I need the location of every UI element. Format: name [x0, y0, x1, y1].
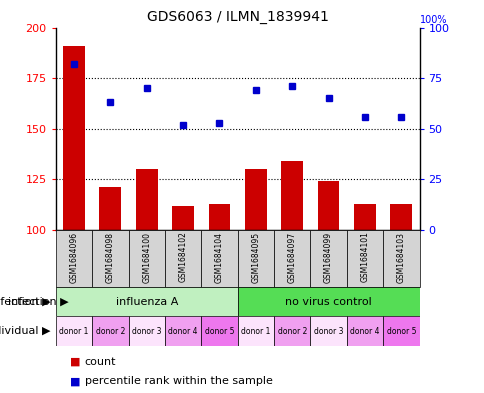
Text: ■: ■	[70, 376, 80, 386]
Bar	[273, 316, 310, 346]
Bar	[165, 230, 201, 287]
Text: donor 3: donor 3	[132, 327, 161, 336]
Text: donor 5: donor 5	[204, 327, 234, 336]
Bar	[56, 316, 92, 346]
Bar	[346, 316, 382, 346]
Bar	[237, 230, 273, 287]
Bar	[92, 316, 128, 346]
Text: donor 3: donor 3	[313, 327, 343, 336]
Text: GSM1684099: GSM1684099	[323, 231, 333, 283]
Text: ■: ■	[70, 356, 80, 367]
Bar	[208, 204, 230, 230]
Bar	[310, 316, 346, 346]
Bar	[310, 230, 346, 287]
Bar	[382, 316, 419, 346]
Text: GSM1684095: GSM1684095	[251, 231, 260, 283]
Text: donor 4: donor 4	[168, 327, 197, 336]
Bar	[273, 230, 310, 287]
Text: count: count	[85, 356, 116, 367]
Text: infection ▶: infection ▶	[0, 297, 51, 307]
Text: GSM1684097: GSM1684097	[287, 231, 296, 283]
Text: donor 1: donor 1	[59, 327, 89, 336]
Text: GSM1684101: GSM1684101	[360, 231, 369, 283]
Text: percentile rank within the sample: percentile rank within the sample	[85, 376, 272, 386]
Text: GSM1684096: GSM1684096	[69, 231, 78, 283]
Bar	[92, 230, 128, 287]
Text: no virus control: no virus control	[285, 297, 371, 307]
Bar	[63, 46, 85, 230]
Bar	[201, 230, 237, 287]
Bar	[128, 230, 165, 287]
Bar	[165, 316, 201, 346]
Text: donor 4: donor 4	[349, 327, 379, 336]
Text: individual ▶: individual ▶	[0, 326, 51, 336]
Bar	[346, 230, 382, 287]
Bar	[99, 187, 121, 230]
Text: GSM1684100: GSM1684100	[142, 231, 151, 283]
Bar	[128, 316, 165, 346]
Bar	[201, 316, 237, 346]
Bar	[353, 204, 375, 230]
Text: GSM1684103: GSM1684103	[396, 231, 405, 283]
Bar	[56, 287, 237, 316]
Text: GSM1684098: GSM1684098	[106, 231, 115, 283]
Text: GSM1684102: GSM1684102	[178, 231, 187, 283]
Title: GDS6063 / ILMN_1839941: GDS6063 / ILMN_1839941	[146, 10, 328, 24]
Text: influenza A: influenza A	[115, 297, 178, 307]
Bar	[56, 230, 92, 287]
Bar	[136, 169, 157, 230]
Bar	[390, 204, 411, 230]
Text: 100%: 100%	[419, 15, 446, 26]
Text: GSM1684104: GSM1684104	[214, 231, 224, 283]
Bar	[382, 230, 419, 287]
Text: donor 5: donor 5	[386, 327, 415, 336]
Text: donor 2: donor 2	[277, 327, 306, 336]
Bar	[172, 206, 194, 230]
Bar	[317, 181, 339, 230]
Bar	[237, 287, 419, 316]
Text: donor 2: donor 2	[95, 327, 125, 336]
Bar	[244, 169, 266, 230]
Text: donor 1: donor 1	[241, 327, 270, 336]
Text: infection ▶: infection ▶	[8, 297, 69, 307]
Bar	[281, 161, 302, 230]
Bar	[237, 316, 273, 346]
